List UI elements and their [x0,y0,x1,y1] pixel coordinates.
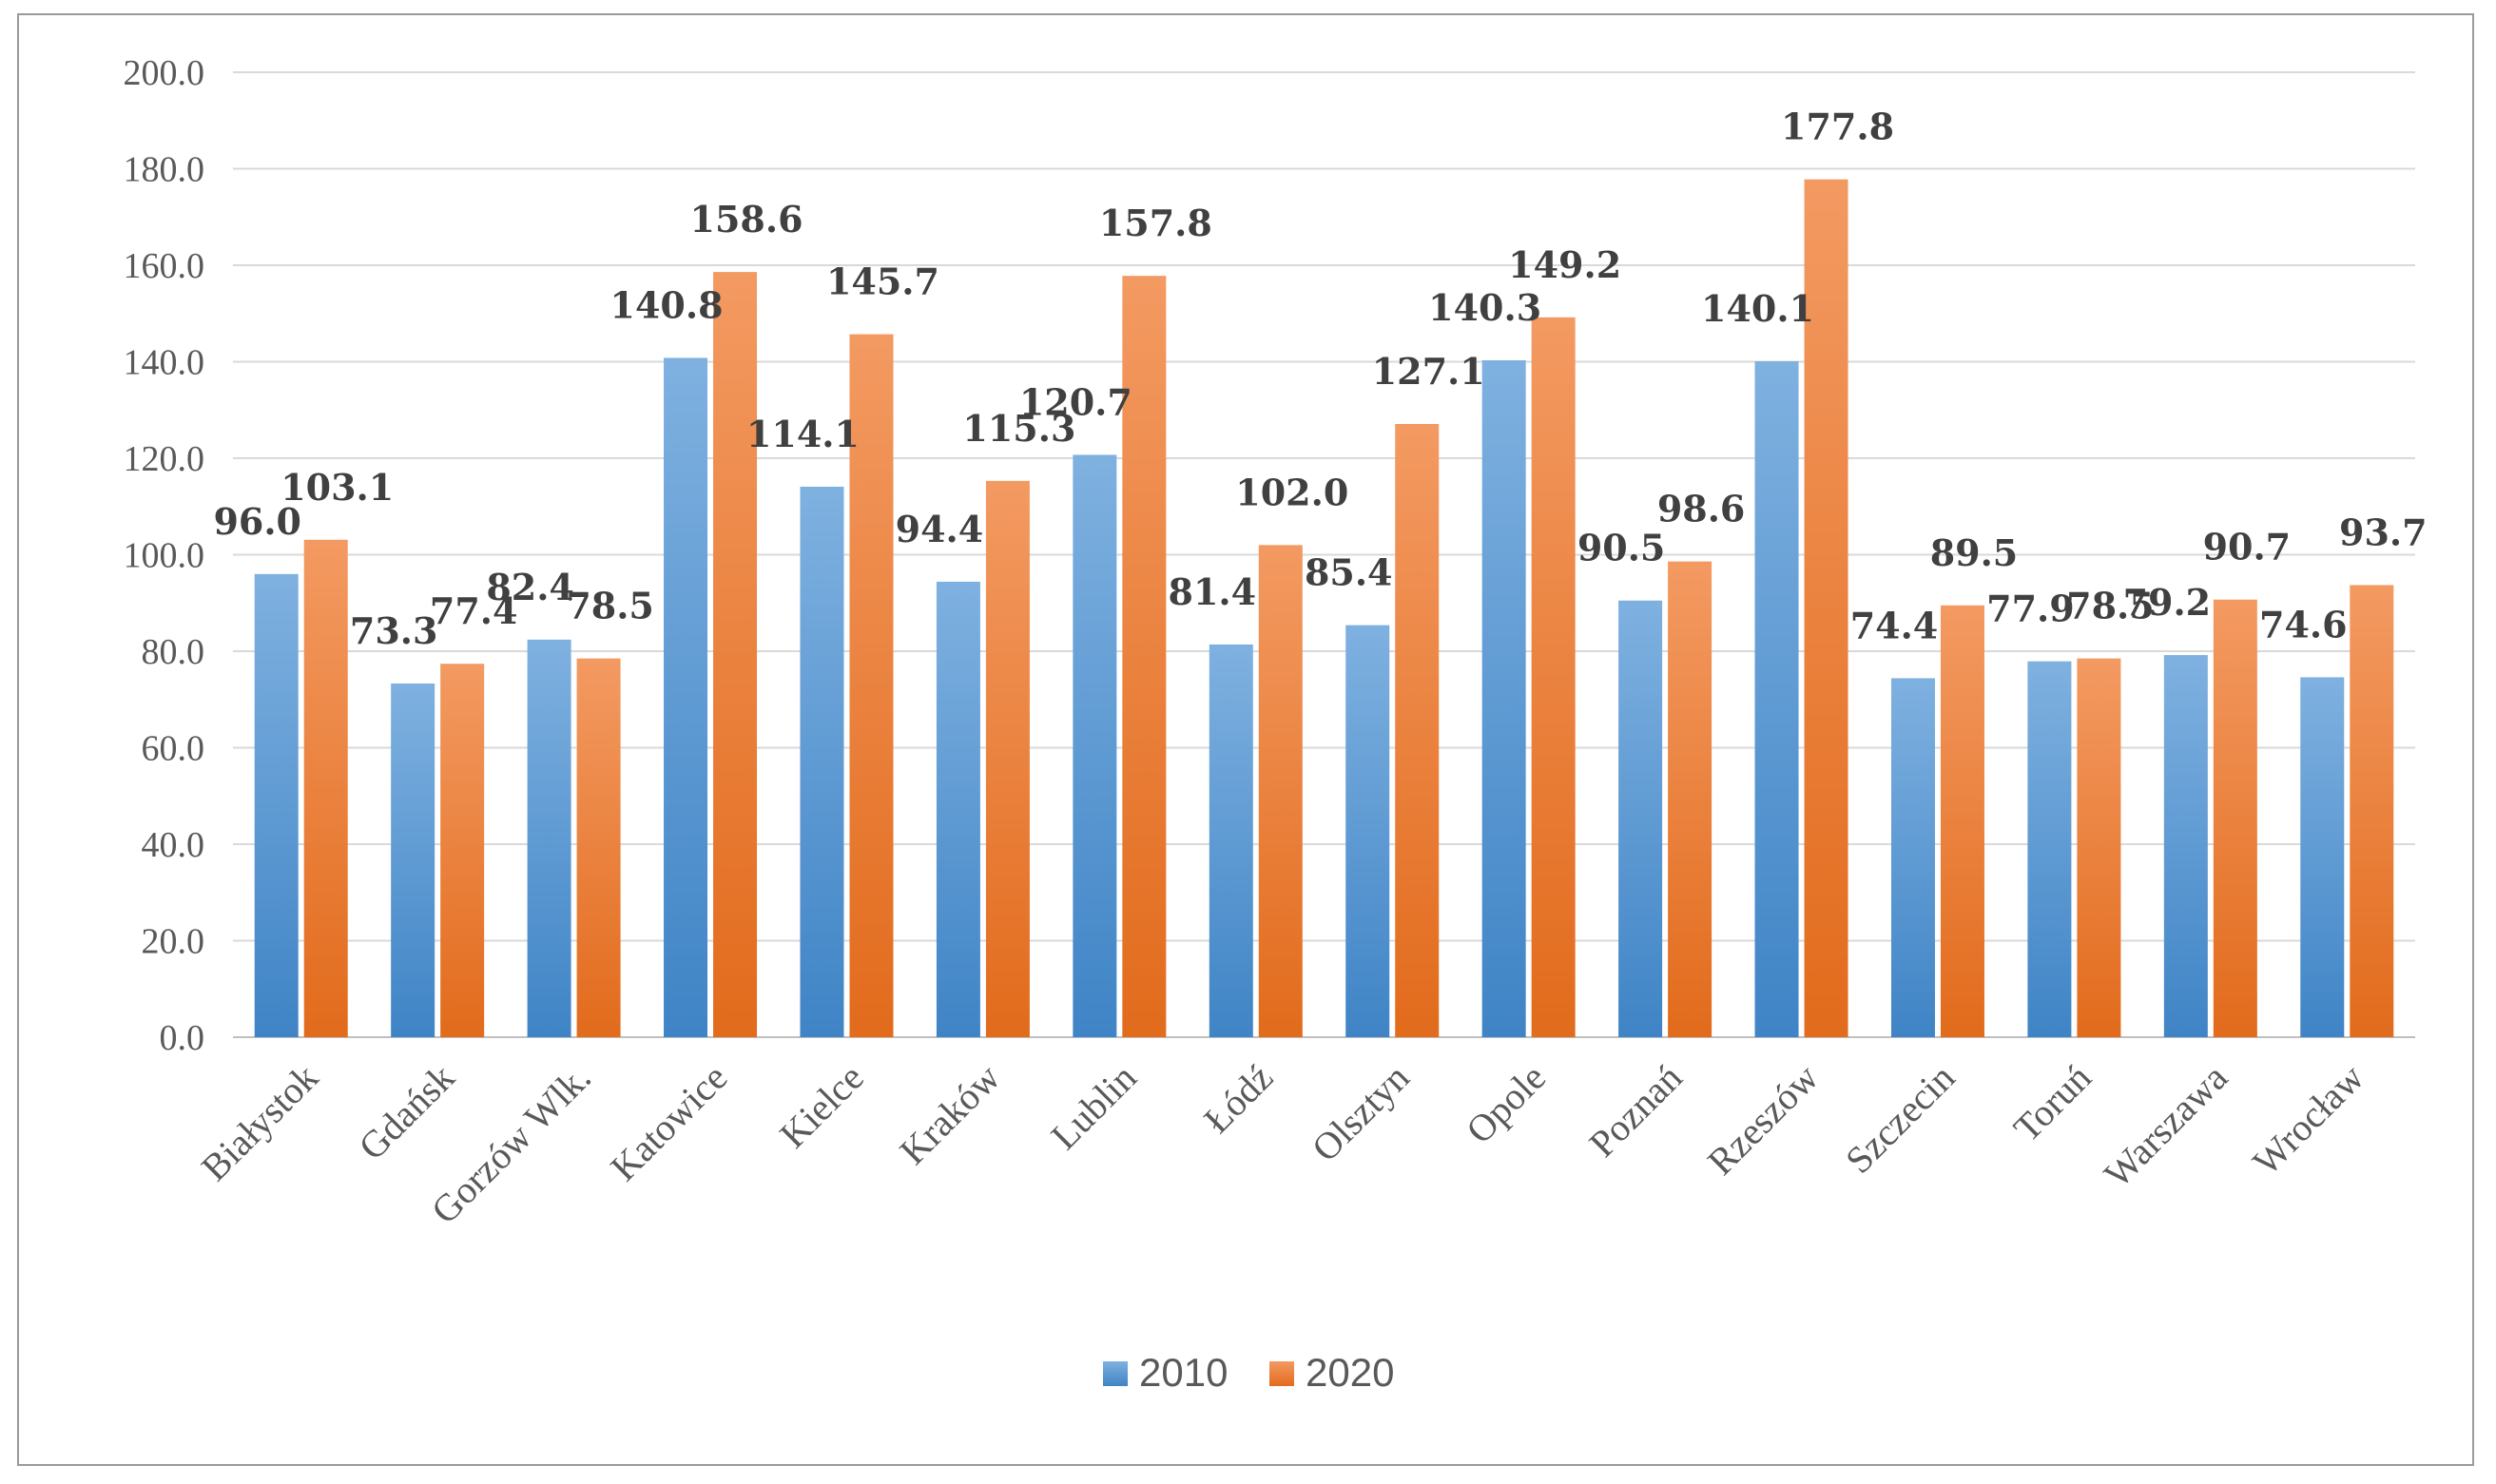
y-tick-label: 180.0 [124,150,205,190]
bar-2010-10 [1618,600,1663,1037]
legend-label-2020: 2020 [1306,1350,1394,1395]
y-tick-label: 160.0 [124,246,205,286]
x-tick-label: Katowice [602,1056,735,1189]
data-label-2010-11: 140.1 [1701,287,1814,330]
data-label-2020-8: 127.1 [1372,350,1485,393]
bar-2010-15 [2300,677,2345,1037]
bar-2010-1 [391,684,435,1037]
data-label-2020-4: 145.7 [826,260,939,303]
bar-2020-5 [985,480,1030,1037]
data-label-2020-11: 177.8 [1781,106,1894,148]
x-tick-label: Warszawa [2096,1055,2235,1195]
data-label-2010-4: 114.1 [746,413,860,455]
chart-frame: 96.0 73.3 82.4 140.8 114.1 94.4 120.7 81.4 85.4 1… [17,13,2474,1466]
y-tick-label: 20.0 [142,922,205,962]
bar-2020-13 [2077,658,2121,1037]
x-tick-label: Rzeszów [1699,1055,1827,1183]
bar-2010-5 [936,581,980,1037]
data-label-2010-15: 74.6 [2259,603,2348,646]
bar-2020-7 [1258,545,1303,1037]
data-label-2010-10: 90.5 [1577,527,1666,569]
bar-2010-6 [1073,454,1117,1037]
x-tick-label: Olsztyn [1304,1056,1418,1170]
y-tick-label: 120.0 [124,439,205,479]
bar-2020-10 [1668,561,1712,1037]
y-tick-label: 40.0 [142,825,205,865]
data-label-2010-2: 82.4 [486,566,574,608]
data-label-2010-14: 79.2 [2123,581,2212,624]
x-tick-label: Opole [1458,1056,1554,1152]
bar-2020-1 [440,664,485,1037]
bar-2010-2 [527,639,571,1037]
x-tick-label: Szczecin [1837,1056,1963,1182]
data-label-2020-7: 102.0 [1235,471,1348,513]
y-tick-label: 60.0 [142,729,205,769]
data-label-2020-2: 78.5 [566,585,654,627]
bar-2020-0 [303,539,348,1037]
data-label-2020-6: 157.8 [1099,202,1212,244]
bar-2010-0 [254,573,299,1037]
x-tick-label: Kraków [891,1055,1008,1172]
bar-2010-11 [1754,360,1799,1037]
bar-2010-8 [1345,625,1390,1037]
data-label-2020-0: 103.1 [281,466,394,509]
legend-label-2010: 2010 [1139,1350,1228,1395]
x-tick-label: Poznań [1580,1056,1690,1166]
bar-2020-11 [1804,179,1848,1038]
x-tick-label: Kielce [771,1056,872,1157]
data-label-2020-14: 90.7 [2203,526,2292,569]
data-label-2020-13: 78.5 [2066,585,2155,627]
bar-2010-13 [2027,661,2072,1037]
bar-2010-9 [1481,359,1526,1037]
bar-chart: 96.0 73.3 82.4 140.8 114.1 94.4 120.7 81.4 85.4 1… [124,53,2428,1395]
data-label-2010-6: 120.7 [1019,380,1132,423]
bar-2020-9 [1531,317,1576,1037]
data-label-2020-12: 89.5 [1930,531,2019,574]
legend-swatch-2010 [1103,1361,1128,1386]
bar-2020-3 [713,272,758,1038]
bar-2010-12 [1890,678,1935,1037]
data-label-2010-9: 140.3 [1428,286,1541,329]
x-tick-label: Białystok [193,1056,326,1189]
data-label-2010-8: 85.4 [1305,551,1393,594]
bar-2020-6 [1122,276,1167,1037]
data-label-2010-5: 94.4 [896,508,984,550]
bar-2020-15 [2350,585,2394,1037]
x-tick-label: Gdańsk [350,1056,462,1168]
data-label-2020-9: 149.2 [1508,243,1621,286]
bar-2020-12 [1940,605,1984,1037]
bar-2010-4 [800,486,844,1037]
data-label-2020-10: 98.6 [1657,488,1746,530]
data-label-2020-1: 77.4 [430,589,518,632]
y-tick-label: 80.0 [142,632,205,672]
legend-swatch-2020 [1269,1361,1294,1386]
x-tick-label: Lublin [1042,1056,1144,1158]
data-label-2010-7: 81.4 [1169,570,1257,613]
y-tick-label: 200.0 [124,53,205,93]
y-tick-label: 100.0 [124,536,205,576]
bar-2010-7 [1209,644,1253,1037]
bar-2010-3 [664,357,708,1037]
x-tick-label: Toruń [2005,1056,2099,1150]
bar-2010-14 [2163,655,2208,1037]
x-tick-label: Wrocław [2244,1055,2371,1183]
bar-2020-2 [576,658,621,1037]
data-label-2010-12: 74.4 [1850,604,1939,646]
data-label-2020-15: 93.7 [2339,511,2428,553]
data-label-2010-3: 140.8 [610,283,724,326]
x-tick-label: Łódź [1195,1056,1281,1142]
y-tick-label: 0.0 [160,1018,205,1058]
y-tick-label: 140.0 [124,343,205,383]
data-label-2010-13: 77.9 [1986,588,2075,630]
data-label-2010-1: 73.3 [350,609,438,652]
bar-2020-14 [2213,599,2257,1037]
bar-2020-4 [849,334,894,1037]
data-label-2020-3: 158.6 [690,198,803,241]
data-label-2020-5: 115.3 [962,407,1075,450]
bar-2020-8 [1395,423,1440,1037]
data-label-2010-0: 96.0 [213,500,301,543]
